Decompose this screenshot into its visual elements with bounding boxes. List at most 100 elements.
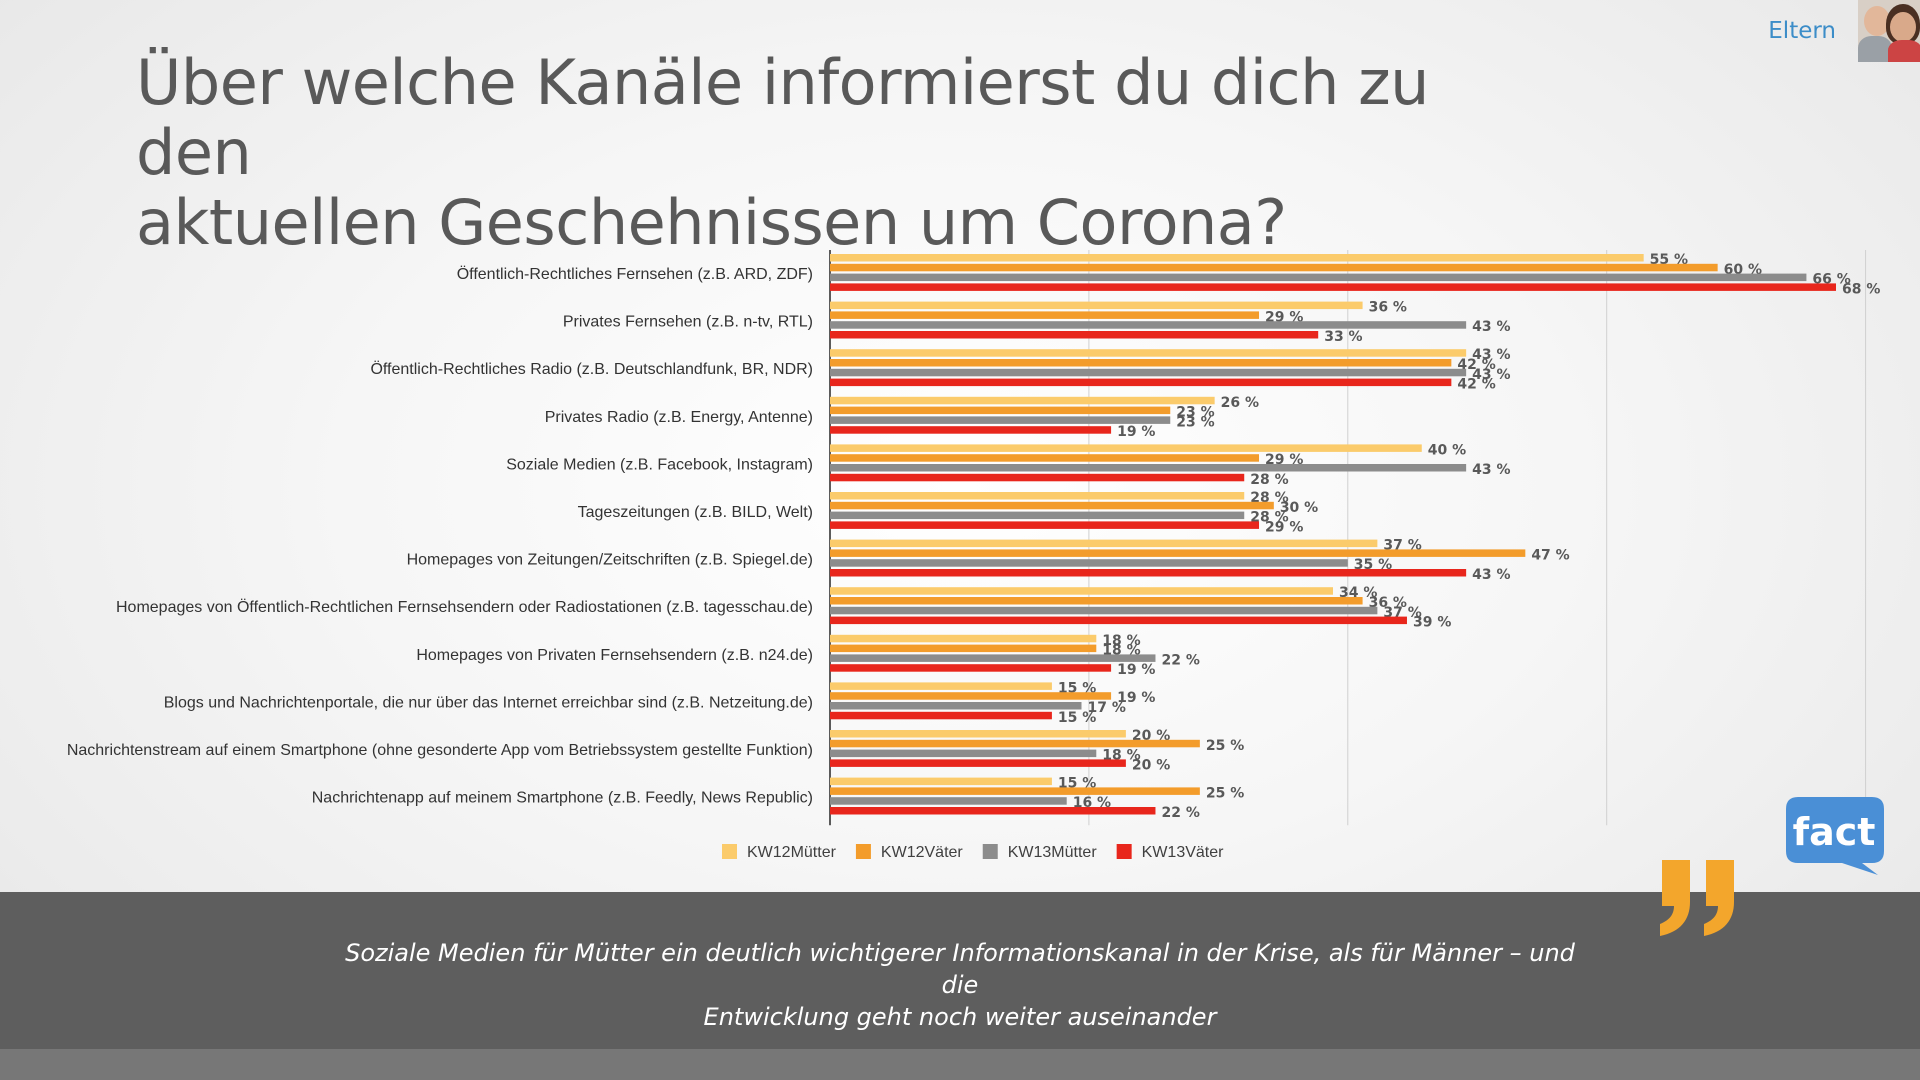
data-label: 36 % xyxy=(1369,300,1407,316)
fact-logo-icon: fact xyxy=(1786,797,1884,875)
bar-kw12väter xyxy=(830,311,1260,319)
data-label: 68 % xyxy=(1842,281,1880,297)
quote-line-2: Entwicklung geht noch weiter auseinander xyxy=(703,1003,1217,1031)
category-label: Homepages von Zeitungen/Zeitschriften (z… xyxy=(407,552,813,569)
bar-kw13väter xyxy=(830,711,1052,720)
legend-swatch xyxy=(1116,844,1132,859)
data-label: 25 % xyxy=(1206,738,1244,754)
data-label: 42 % xyxy=(1457,377,1495,393)
bar-kw13mütter xyxy=(830,559,1348,567)
category-label: Tageszeitungen (z.B. BILD, Welt) xyxy=(578,504,813,521)
bar-kw13väter xyxy=(830,426,1112,434)
bar-kw12mütter xyxy=(830,301,1363,310)
bar-kw13mütter xyxy=(830,416,1171,424)
bar-kw13mütter xyxy=(830,654,1156,662)
bar-kw12väter xyxy=(830,501,1274,510)
legend-label: KW12Väter xyxy=(881,844,963,861)
bar-kw13väter xyxy=(830,569,1467,577)
data-label: 17 % xyxy=(1088,700,1126,716)
bar-kw12mütter xyxy=(830,349,1467,357)
bar-kw12mütter xyxy=(830,396,1215,405)
bar-kw12väter xyxy=(830,406,1171,415)
bar-kw13väter xyxy=(830,378,1452,387)
legend-swatch xyxy=(722,844,737,859)
data-label: 19 % xyxy=(1117,424,1155,440)
bar-kw13mütter xyxy=(830,797,1067,805)
bar-kw12väter xyxy=(830,263,1718,272)
category-label: Homepages von Öffentlich-Rechtlichen Fer… xyxy=(116,598,813,616)
page-title: Über welche Kanäle informierst du dich z… xyxy=(136,48,1536,258)
parents-avatar-icon xyxy=(1858,0,1920,62)
data-label: 25 % xyxy=(1206,785,1244,801)
bar-kw12väter xyxy=(830,597,1363,605)
title-line-1: Über welche Kanäle informierst du dich z… xyxy=(136,46,1429,189)
data-label: 30 % xyxy=(1280,500,1318,516)
bar-kw12mütter xyxy=(830,634,1097,643)
legend-label: KW13Väter xyxy=(1142,844,1224,861)
bar-kw12mütter xyxy=(830,539,1378,548)
bar-kw12mütter xyxy=(830,730,1126,738)
bar-kw13väter xyxy=(830,759,1126,767)
data-label: 28 % xyxy=(1250,510,1288,526)
data-label: 39 % xyxy=(1413,615,1451,631)
data-label: 33 % xyxy=(1324,329,1362,345)
category-label: Homepages von Privaten Fernsehsendern (z… xyxy=(416,647,813,664)
legend-label: KW12Mütter xyxy=(747,844,837,861)
legend-swatch xyxy=(982,844,998,859)
bar-kw12mütter xyxy=(830,587,1333,595)
category-label: Öffentlich-Rechtliches Fernsehen (z.B. A… xyxy=(457,265,813,283)
data-label: 47 % xyxy=(1531,547,1569,563)
category-label: Nachrichtenstream auf einem Smartphone (… xyxy=(67,742,813,759)
data-label: 23 % xyxy=(1176,405,1214,421)
data-label: 43 % xyxy=(1472,347,1510,363)
data-label: 18 % xyxy=(1102,633,1140,649)
title-line-2: aktuellen Geschehnissen um Corona? xyxy=(136,186,1287,259)
data-label: 23 % xyxy=(1176,414,1214,430)
bar-kw12mütter xyxy=(830,254,1644,262)
quote-marks-icon xyxy=(1660,860,1734,936)
category-label: Soziale Medien (z.B. Facebook, Instagram… xyxy=(506,456,813,473)
data-label: 19 % xyxy=(1117,662,1155,678)
data-label: 22 % xyxy=(1161,805,1199,821)
bar-kw12väter xyxy=(830,359,1452,367)
bar-kw12väter xyxy=(830,644,1097,653)
bar-kw13väter xyxy=(830,664,1112,672)
bar-kw12väter xyxy=(830,454,1260,462)
fact-logo-text: fact xyxy=(1793,810,1876,854)
bar-kw13väter xyxy=(830,521,1260,529)
bar-kw13mütter xyxy=(830,749,1097,758)
data-label: 36 % xyxy=(1369,595,1407,611)
bar-kw12mütter xyxy=(830,777,1052,786)
bar-kw12mütter xyxy=(830,682,1052,690)
bar-kw12väter xyxy=(830,739,1200,748)
bar-kw13väter xyxy=(830,473,1245,482)
data-label: 26 % xyxy=(1221,395,1259,411)
category-label: Privates Fernsehen (z.B. n-tv, RTL) xyxy=(563,314,813,331)
category-label: Blogs und Nachrichtenportale, die nur üb… xyxy=(164,694,813,711)
data-label: 43 % xyxy=(1472,462,1510,478)
data-label: 20 % xyxy=(1132,757,1170,773)
legend-label: KW13Mütter xyxy=(1008,844,1098,861)
bar-kw12väter xyxy=(830,692,1112,700)
bar-kw13väter xyxy=(830,616,1407,625)
data-label: 22 % xyxy=(1161,652,1199,668)
bar-kw13väter xyxy=(830,283,1836,291)
bar-kw13väter xyxy=(830,807,1156,815)
data-label: 40 % xyxy=(1428,442,1466,458)
data-label: 15 % xyxy=(1058,710,1096,726)
bar-chart: Öffentlich-Rechtliches Fernsehen (z.B. A… xyxy=(67,250,1880,861)
category-label: Privates Radio (z.B. Energy, Antenne) xyxy=(545,409,813,426)
bar-kw12mütter xyxy=(830,492,1245,500)
data-label: 43 % xyxy=(1472,319,1510,335)
section-label: Eltern xyxy=(1768,18,1836,44)
category-label: Öffentlich-Rechtliches Radio (z.B. Deuts… xyxy=(370,360,813,378)
bar-kw12mütter xyxy=(830,444,1422,452)
quote-line-1: Soziale Medien für Mütter ein deutlich w… xyxy=(345,939,1575,999)
footer-strip xyxy=(0,1049,1920,1080)
bar-kw13mütter xyxy=(830,464,1467,472)
legend-swatch xyxy=(855,844,871,859)
bar-kw13mütter xyxy=(830,368,1467,377)
bar-kw13mütter xyxy=(830,511,1245,520)
quote-text: Soziale Medien für Mütter ein deutlich w… xyxy=(340,937,1580,1033)
category-label: Nachrichtenapp auf meinem Smartphone (z.… xyxy=(312,790,813,807)
